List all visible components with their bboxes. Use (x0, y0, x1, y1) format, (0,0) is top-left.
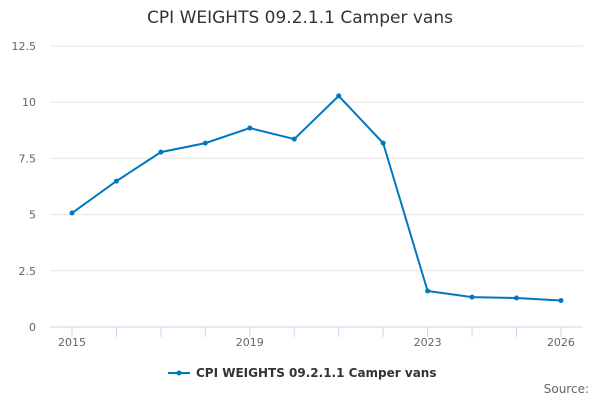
legend-item[interactable]: CPI WEIGHTS 09.2.1.1 Camper vans (168, 366, 436, 380)
data-point (469, 294, 475, 300)
data-point (336, 93, 342, 99)
data-point (291, 136, 297, 142)
data-point (69, 210, 75, 216)
y-tick-label: 7.5 (19, 152, 37, 165)
data-point (113, 178, 119, 184)
legend-line-icon (168, 370, 190, 376)
data-point (425, 288, 431, 294)
data-point (247, 125, 253, 131)
y-tick-label: 10 (22, 96, 36, 109)
data-point (380, 140, 386, 146)
x-tick-label: 2015 (58, 336, 86, 349)
data-point (558, 297, 564, 303)
data-point (202, 140, 208, 146)
y-tick-label: 0 (29, 321, 36, 334)
y-tick-label: 5 (29, 209, 36, 222)
x-tick-label: 2023 (414, 336, 442, 349)
legend-label: CPI WEIGHTS 09.2.1.1 Camper vans (196, 366, 437, 380)
data-point (158, 149, 164, 155)
source-label: Source: (543, 382, 589, 396)
y-tick-label: 12.5 (12, 40, 37, 53)
data-point (514, 295, 519, 301)
x-tick-label: 2026 (547, 336, 575, 349)
y-tick-label: 2.5 (19, 265, 37, 278)
series-line (71, 94, 562, 302)
chart-title: CPI WEIGHTS 09.2.1.1 Camper vans (147, 8, 453, 28)
x-tick-label: 2019 (236, 336, 264, 349)
